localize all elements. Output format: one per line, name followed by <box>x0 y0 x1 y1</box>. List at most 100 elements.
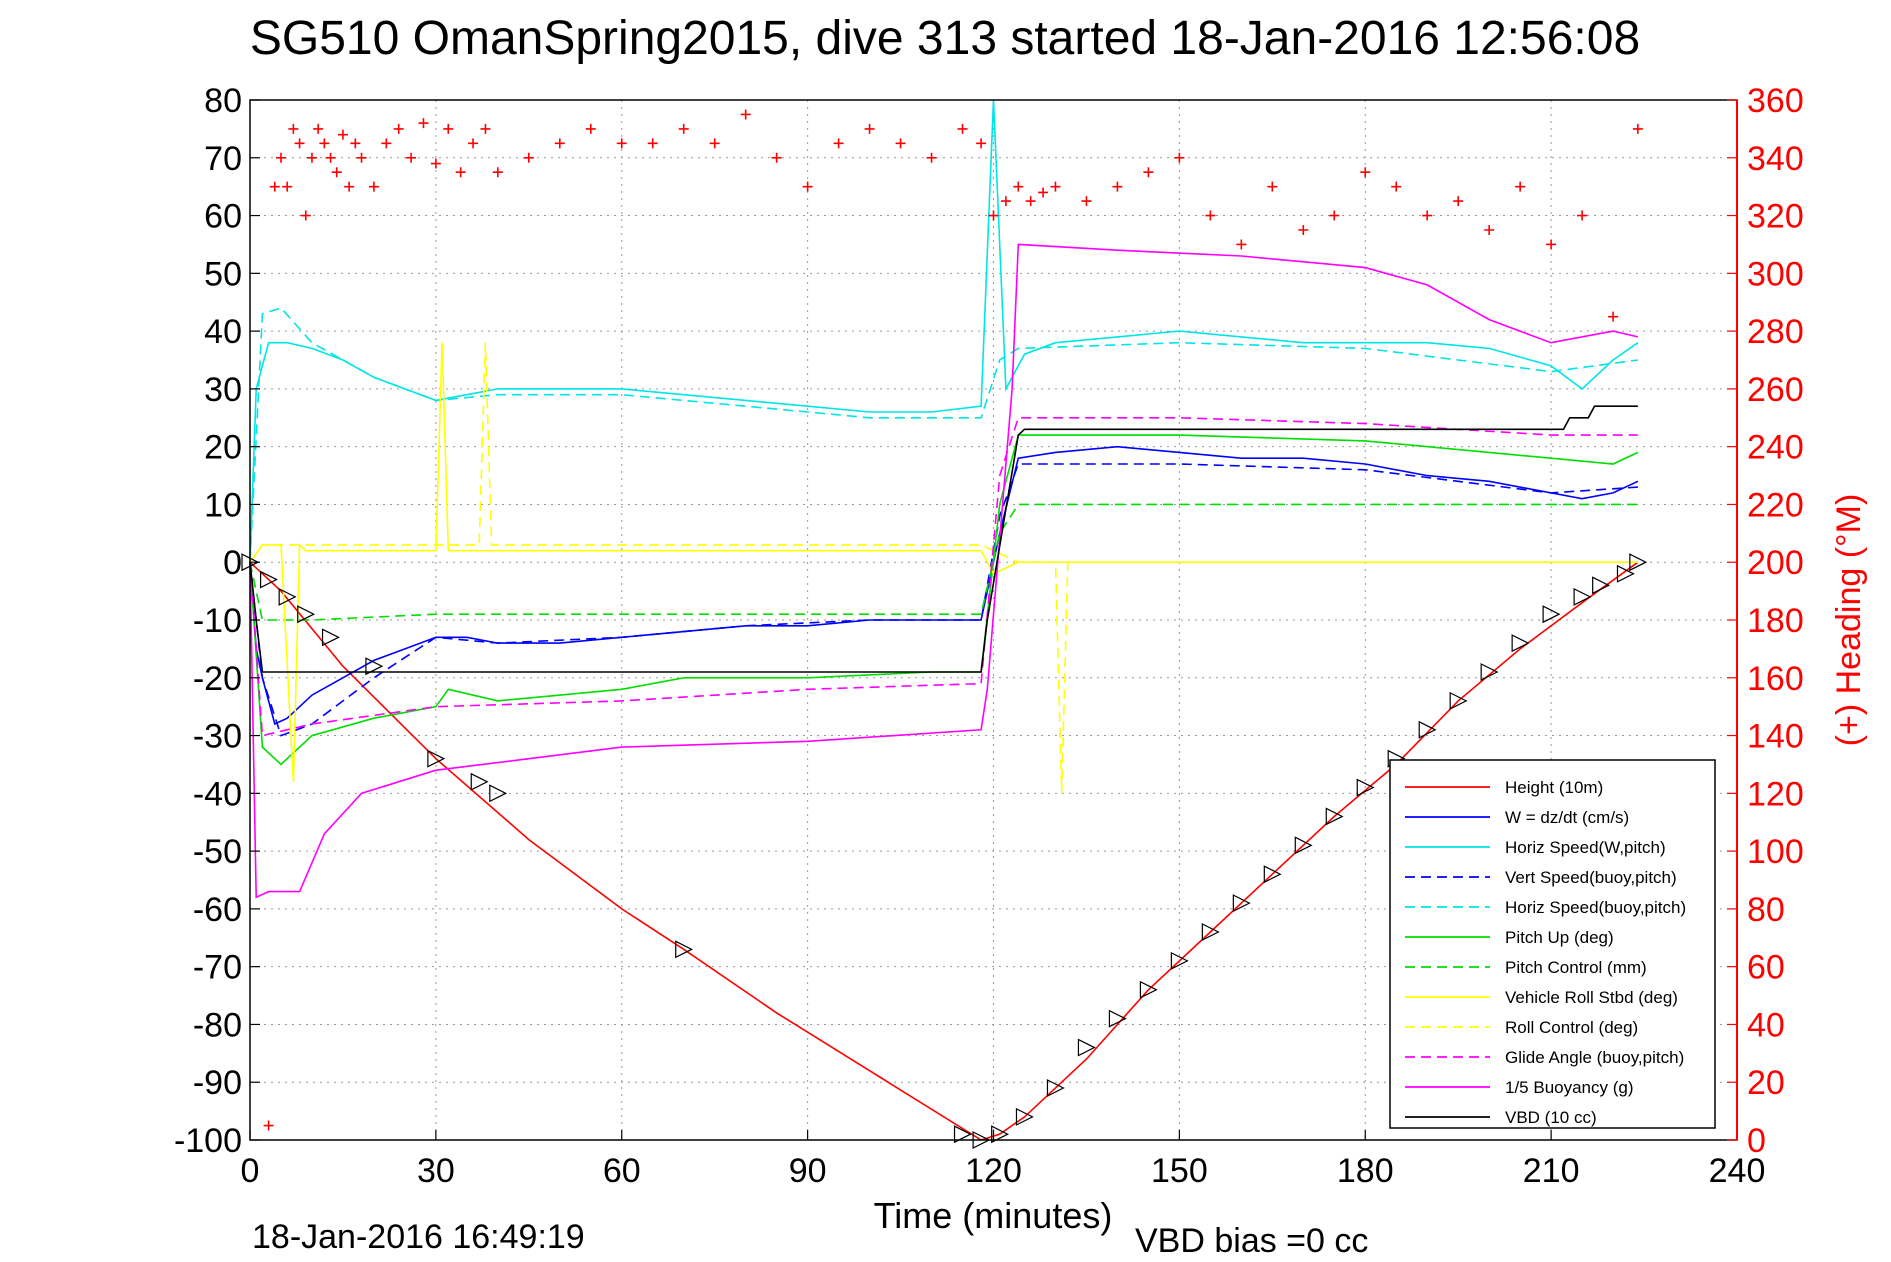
depth-marker <box>1356 778 1375 797</box>
x-tick-label: 30 <box>417 1152 455 1190</box>
heading-point <box>1577 210 1588 221</box>
y-tick-label: -50 <box>193 833 242 871</box>
depth-marker <box>1232 894 1251 913</box>
depth-marker <box>1139 980 1158 999</box>
depth-marker <box>297 605 316 624</box>
heading-point <box>1608 311 1619 322</box>
chart-title: SG510 OmanSpring2015, dive 313 started 1… <box>250 12 1640 65</box>
series-line-buoyancy <box>249 243 1639 899</box>
heading-point <box>492 167 503 178</box>
y-right-tick-label: 160 <box>1747 660 1804 698</box>
legend-label-horiz_speed: Horiz Speed(W,pitch) <box>1505 838 1666 857</box>
y-tick-label: 60 <box>204 198 242 236</box>
heading-point <box>356 152 367 163</box>
heading-point <box>269 181 280 192</box>
heading-point <box>344 181 355 192</box>
series-line-w <box>249 445 1639 726</box>
heading-point <box>325 152 336 163</box>
heading-point <box>709 138 720 149</box>
depth-marker <box>1511 634 1530 653</box>
heading-point <box>802 181 813 192</box>
heading-point <box>406 152 417 163</box>
heading-point <box>319 138 330 149</box>
heading-point <box>957 123 968 134</box>
depth-marker <box>953 1125 972 1144</box>
series-layer <box>249 99 1639 1141</box>
depth-markers <box>241 553 1648 1149</box>
depth-marker <box>470 772 489 791</box>
heading-point <box>1143 167 1154 178</box>
depth-marker <box>365 657 384 676</box>
heading-point <box>1025 196 1036 207</box>
depth-marker <box>1263 865 1282 884</box>
heading-point <box>368 181 379 192</box>
heading-point <box>1515 181 1526 192</box>
depth-marker <box>1325 807 1344 826</box>
legend-label-buoyancy: 1/5 Buoyancy (g) <box>1505 1078 1634 1097</box>
y-tick-label: -60 <box>193 891 242 929</box>
y-right-tick-label: 200 <box>1747 544 1804 582</box>
heading-point <box>833 138 844 149</box>
y-right-tick-label: 320 <box>1747 198 1804 236</box>
heading-point <box>443 123 454 134</box>
x-axis-label: Time (minutes) <box>874 1195 1113 1236</box>
heading-point <box>418 118 429 129</box>
heading-point <box>616 138 627 149</box>
y-right-tick-label: 220 <box>1747 486 1804 524</box>
depth-marker <box>278 587 297 606</box>
y-tick-label: 50 <box>204 255 242 293</box>
heading-point <box>1174 152 1185 163</box>
heading-point <box>1484 225 1495 235</box>
legend-box <box>1389 759 1716 1129</box>
depth-marker <box>675 940 694 959</box>
heading-point <box>678 123 689 134</box>
y-right-tick-label: 40 <box>1747 1006 1785 1044</box>
heading-point <box>1360 167 1371 178</box>
series-line-pitch <box>249 434 1639 766</box>
heading-point <box>1422 210 1433 221</box>
depth-marker <box>1201 923 1220 941</box>
depth-marker <box>1294 836 1313 855</box>
y-right-tick-label: 120 <box>1747 775 1804 813</box>
depth-marker <box>1573 587 1592 606</box>
heading-point <box>263 1120 274 1131</box>
y-right-tick-label: 360 <box>1747 82 1804 120</box>
heading-point <box>1205 210 1216 221</box>
heading-point <box>350 138 361 149</box>
heading-point <box>1267 181 1278 192</box>
legend-label-horiz_speed_buoy: Horiz Speed(buoy,pitch) <box>1505 898 1686 917</box>
depth-marker <box>1592 576 1611 595</box>
legend-label-roll: Vehicle Roll Stbd (deg) <box>1505 988 1678 1007</box>
x-tick-label: 240 <box>1709 1152 1766 1190</box>
legend-label-vbd: VBD (10 cc) <box>1505 1108 1597 1127</box>
depth-marker <box>1629 553 1648 572</box>
heading-point <box>275 152 286 163</box>
depth-marker <box>1542 605 1561 624</box>
legend: Height (10m) W = dz/dt (cm/s) Horiz Speed(… <box>1389 759 1716 1129</box>
heading-point <box>381 138 392 149</box>
heading-point <box>1453 196 1464 207</box>
legend-label-w: W = dz/dt (cm/s) <box>1505 808 1629 827</box>
y-tick-label: 20 <box>204 429 242 467</box>
y-right-tick-label: 300 <box>1747 255 1804 293</box>
heading-point <box>288 123 299 134</box>
depth-marker <box>1480 663 1499 681</box>
heading-point <box>294 138 305 149</box>
x-tick-label: 60 <box>603 1152 641 1190</box>
axes: 0 30 60 90 120 150 180 210 24080706050403020100-… <box>174 82 1804 1190</box>
heading-point <box>313 123 324 134</box>
right-axis-label: (+) Heading (°M) <box>1830 494 1868 747</box>
depth-marker <box>1449 691 1468 710</box>
y-tick-label: -30 <box>193 718 242 756</box>
x-tick-label: 0 <box>241 1152 260 1190</box>
heading-point <box>393 123 404 134</box>
series-line-roll_control <box>249 342 1638 794</box>
heading-point <box>988 210 999 221</box>
depth-marker <box>427 749 446 768</box>
heading-point <box>1013 181 1024 192</box>
heading-point <box>1081 196 1092 207</box>
x-tick-label: 180 <box>1337 1152 1394 1190</box>
y-right-tick-label: 340 <box>1747 140 1804 178</box>
heading-point <box>430 158 441 169</box>
y-right-tick-label: 180 <box>1747 602 1804 640</box>
